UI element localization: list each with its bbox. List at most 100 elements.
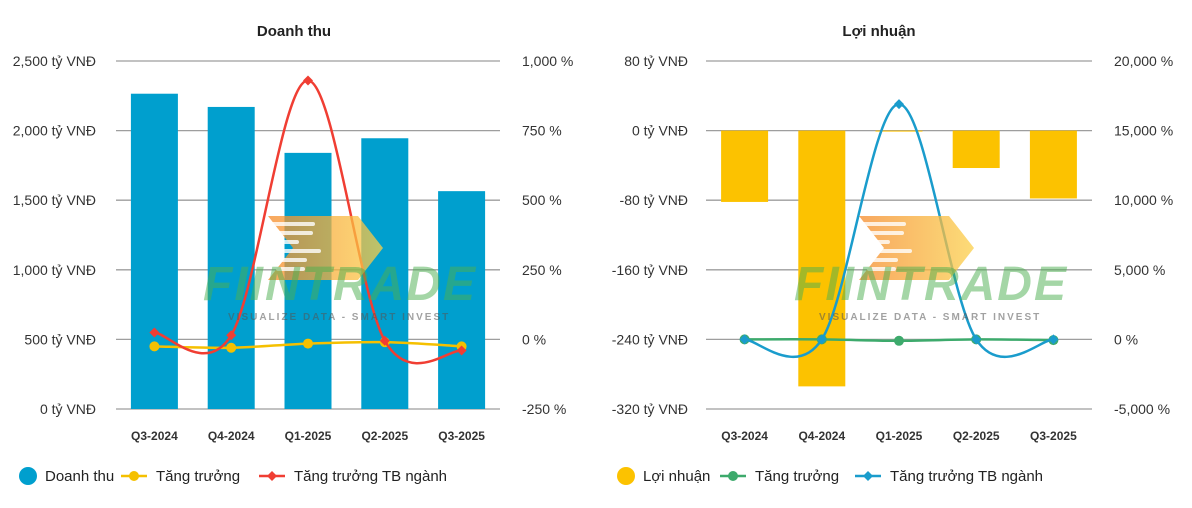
- watermark-tagline: VISUALIZE DATA - SMART INVEST: [819, 312, 1041, 323]
- y-left-tick-label: 0 tỷ VNĐ: [632, 123, 688, 139]
- legend-label: Tăng trưởng TB ngành: [294, 468, 447, 485]
- bar[interactable]: [438, 191, 486, 409]
- legend-label: Tăng trưởng: [755, 468, 839, 485]
- y-right-tick-label: 0 %: [522, 331, 546, 347]
- bar[interactable]: [721, 130, 769, 202]
- legend-item[interactable]: Tăng trưởng: [720, 468, 839, 485]
- y-left-tick-label: 500 tỷ VNĐ: [24, 331, 96, 347]
- chart-doanh-thu: Doanh thu 2,500 tỷ VNĐ 1,000 % 2,000 tỷ VNĐ…: [13, 23, 573, 485]
- point-marker[interactable]: [1048, 334, 1059, 345]
- y-right-tick-label: 750 %: [522, 123, 562, 139]
- y-left-tick-label: 0 tỷ VNĐ: [40, 401, 96, 417]
- y-right-tick-label: -250 %: [522, 401, 566, 417]
- point-marker[interactable]: [456, 345, 467, 356]
- watermark-stripe: [861, 240, 890, 244]
- x-tick-label: Q3-2025: [438, 429, 485, 443]
- point-marker[interactable]: [303, 75, 313, 86]
- y-left-tick-label: 80 tỷ VNĐ: [624, 53, 688, 69]
- point-marker[interactable]: [971, 334, 982, 345]
- watermark-brand: FIINTRADE: [203, 258, 477, 311]
- point-marker[interactable]: [739, 334, 750, 345]
- bar[interactable]: [284, 152, 332, 409]
- watermark-stripe: [270, 258, 307, 262]
- legend-item[interactable]: Tăng trưởng: [121, 468, 240, 485]
- x-tick-label: Q1-2025: [876, 429, 923, 443]
- bar[interactable]: [207, 106, 255, 409]
- watermark-tagline: VISUALIZE DATA - SMART INVEST: [228, 312, 450, 323]
- x-tick-label: Q3-2024: [721, 429, 768, 443]
- point-marker[interactable]: [894, 99, 904, 110]
- watermark-stripe: [276, 249, 321, 253]
- legend-marker: [863, 471, 873, 481]
- watermark-stripe: [867, 231, 904, 235]
- point-marker[interactable]: [226, 342, 237, 353]
- legend-swatch: [617, 467, 635, 485]
- y-right-tick-label: -5,000 %: [1114, 401, 1170, 417]
- x-tick-label: Q2-2025: [953, 429, 1000, 443]
- watermark-stripe: [270, 240, 299, 244]
- point-marker[interactable]: [816, 334, 827, 345]
- y-left-tick-label: 1,500 tỷ VNĐ: [13, 192, 96, 208]
- x-tick-label: Q4-2024: [208, 429, 255, 443]
- watermark-stripe: [861, 222, 906, 226]
- legend-item[interactable]: Lợi nhuận: [617, 467, 710, 485]
- y-left-tick-label: 1,000 tỷ VNĐ: [13, 262, 96, 278]
- x-tick-label: Q3-2024: [131, 429, 178, 443]
- point-marker[interactable]: [149, 327, 160, 338]
- point-marker[interactable]: [379, 335, 390, 346]
- point-marker[interactable]: [894, 335, 904, 346]
- point-marker[interactable]: [226, 330, 237, 341]
- y-left-tick-label: -240 tỷ VNĐ: [612, 331, 688, 347]
- x-tick-label: Q1-2025: [285, 429, 332, 443]
- legend-item[interactable]: Doanh thu: [19, 467, 114, 485]
- watermark-stripe: [867, 267, 896, 271]
- watermark-stripe: [276, 267, 305, 271]
- watermark-stripe: [861, 258, 898, 262]
- chart-loi-nhuan: Lợi nhuận 80 tỷ VNĐ 20,000 % 0 tỷ VNĐ 15,000…: [612, 23, 1173, 485]
- bar[interactable]: [952, 130, 1000, 169]
- y-right-tick-label: 15,000 %: [1114, 123, 1173, 139]
- y-left-tick-label: 2,000 tỷ VNĐ: [13, 123, 96, 139]
- watermark-brand: FIINTRADE: [794, 258, 1068, 311]
- legend-item[interactable]: Tăng trưởng TB ngành: [855, 468, 1043, 485]
- legend-label: Tăng trưởng: [156, 468, 240, 485]
- legend-label: Doanh thu: [45, 468, 114, 485]
- x-tick-label: Q2-2025: [361, 429, 408, 443]
- legend: Lợi nhuận Tăng trưởng Tăng trưởng TB ngành: [617, 467, 1043, 485]
- y-left-tick-label: 2,500 tỷ VNĐ: [13, 53, 96, 69]
- y-right-tick-label: 250 %: [522, 262, 562, 278]
- watermark-stripe: [270, 222, 315, 226]
- watermark-stripe: [276, 231, 313, 235]
- watermark-stripe: [867, 249, 912, 253]
- bar[interactable]: [875, 130, 923, 132]
- legend-marker: [267, 471, 277, 481]
- y-left-tick-label: -320 tỷ VNĐ: [612, 401, 688, 417]
- y-right-tick-label: 1,000 %: [522, 53, 573, 69]
- bar[interactable]: [130, 93, 178, 409]
- bar[interactable]: [1029, 130, 1077, 199]
- y-right-tick-label: 10,000 %: [1114, 192, 1173, 208]
- y-right-tick-label: 20,000 %: [1114, 53, 1173, 69]
- y-right-tick-label: 0 %: [1114, 331, 1138, 347]
- y-left-tick-label: -80 tỷ VNĐ: [620, 192, 688, 208]
- point-marker[interactable]: [149, 341, 160, 352]
- legend-marker: [129, 471, 139, 481]
- x-tick-label: Q3-2025: [1030, 429, 1077, 443]
- y-left-tick-label: -160 tỷ VNĐ: [612, 262, 688, 278]
- legend: Doanh thu Tăng trưởng Tăng trưởng TB ngành: [19, 467, 447, 485]
- y-right-tick-label: 5,000 %: [1114, 262, 1165, 278]
- bar[interactable]: [361, 138, 409, 410]
- legend-item[interactable]: Tăng trưởng TB ngành: [259, 468, 447, 485]
- legend-swatch: [19, 467, 37, 485]
- x-tick-label: Q4-2024: [798, 429, 845, 443]
- point-marker[interactable]: [303, 338, 313, 349]
- legend-label: Lợi nhuận: [643, 468, 710, 485]
- chart-title: Doanh thu: [257, 23, 331, 40]
- chart-title: Lợi nhuận: [842, 23, 915, 40]
- legend-marker: [728, 471, 738, 481]
- y-right-tick-label: 500 %: [522, 192, 562, 208]
- legend-label: Tăng trưởng TB ngành: [890, 468, 1043, 485]
